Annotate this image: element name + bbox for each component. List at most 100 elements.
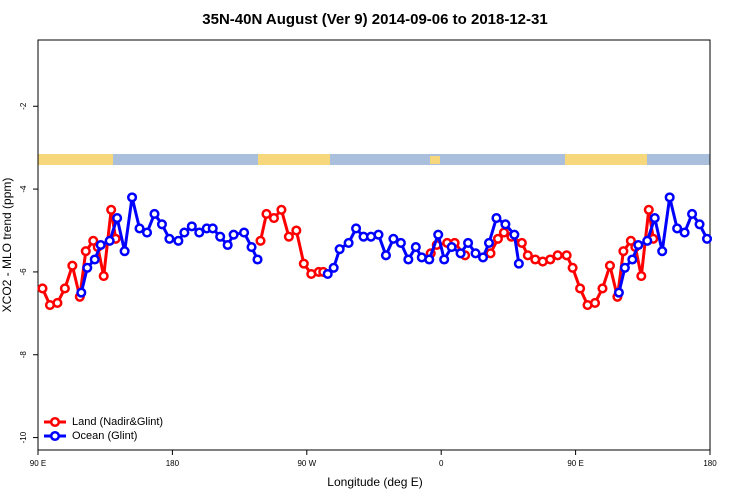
legend-marker: [49, 430, 61, 442]
plot-frame: [37, 39, 711, 451]
series-point: [52, 297, 63, 309]
series-point: [613, 287, 624, 298]
series-point: [701, 233, 713, 244]
x-tick-label: 90 E: [30, 459, 46, 468]
y-tick-label: -6: [19, 268, 28, 276]
series-point: [627, 254, 638, 265]
series-point: [127, 192, 138, 203]
series-point: [500, 219, 511, 230]
y-tick-label: -8: [19, 351, 28, 359]
legend-marker: [49, 416, 61, 428]
series-point: [380, 250, 391, 261]
x-tick-label: 90 E: [567, 459, 583, 468]
series-point: [643, 204, 654, 215]
series-point: [642, 235, 653, 246]
series-point: [433, 229, 444, 240]
series-point: [82, 262, 93, 273]
series-point: [291, 225, 302, 236]
series-point: [255, 235, 266, 246]
series-point: [37, 283, 48, 294]
y-tick-label: -2: [19, 102, 28, 110]
series-point: [268, 213, 279, 224]
series-point: [463, 237, 474, 248]
x-tick-label: 90 W: [297, 459, 316, 468]
y-tick-label: -4: [19, 185, 28, 193]
x-tick-label: 180: [703, 459, 717, 468]
series-point: [403, 254, 414, 265]
y-tick-label: -10: [19, 431, 28, 443]
map-strip: [38, 154, 710, 165]
series-point: [618, 246, 629, 257]
series-point: [664, 192, 675, 203]
series-point: [649, 213, 660, 224]
series-point: [483, 237, 495, 248]
series-point: [215, 231, 226, 242]
series-point: [322, 268, 333, 280]
legend-label: Ocean (Glint): [72, 430, 137, 442]
series-point: [388, 233, 399, 244]
series-point: [149, 208, 160, 219]
series-point: [222, 239, 233, 251]
series-point: [633, 239, 644, 251]
series-point: [80, 246, 91, 257]
series-point: [679, 227, 690, 238]
legend-label: Land (Nadir&Glint): [72, 416, 163, 428]
series-point: [619, 262, 630, 273]
series-point: [575, 283, 586, 294]
y-axis-label: XCO2 - MLO trend (ppm): [0, 178, 14, 313]
series-point: [112, 213, 123, 224]
series-point: [552, 250, 563, 261]
series-point: [239, 227, 250, 238]
series-point: [179, 227, 190, 238]
series-point: [76, 287, 87, 298]
series-point: [67, 260, 78, 271]
series-point: [283, 231, 294, 242]
series-point: [492, 233, 503, 244]
series-point: [134, 223, 145, 234]
series-point: [246, 242, 257, 253]
series-point: [106, 204, 117, 215]
series-point: [276, 204, 287, 215]
x-tick-label: 180: [166, 459, 180, 468]
series-point: [424, 254, 435, 265]
series-point: [104, 235, 115, 246]
series-point: [395, 237, 406, 248]
series-point: [298, 258, 309, 269]
series-point: [509, 229, 520, 240]
series-point: [141, 227, 153, 238]
series-point: [119, 246, 130, 257]
series-point: [589, 297, 601, 309]
series-point: [485, 248, 496, 259]
series-point: [207, 223, 218, 234]
series-point: [477, 252, 489, 263]
series-point: [597, 283, 608, 294]
series-point: [351, 223, 362, 234]
series-point: [522, 250, 533, 261]
series-point: [516, 237, 527, 248]
series-point: [261, 208, 272, 219]
series-point: [567, 262, 578, 273]
series-point: [513, 258, 524, 269]
series-point: [545, 254, 556, 265]
series-point: [98, 271, 109, 282]
series-point: [694, 219, 705, 230]
series-point: [194, 227, 205, 238]
series-point: [561, 250, 572, 261]
series-point: [373, 229, 384, 240]
series-point: [252, 254, 263, 265]
series-point: [59, 283, 70, 294]
series-point: [89, 254, 100, 265]
series-point: [672, 223, 683, 234]
series-point: [439, 254, 450, 265]
series-point: [636, 271, 647, 282]
series-point: [334, 244, 345, 255]
series-point: [328, 262, 339, 273]
series-point: [491, 213, 502, 224]
series-point: [446, 242, 457, 253]
series-point: [164, 233, 175, 244]
series-point: [604, 260, 615, 271]
series-point: [156, 219, 167, 230]
series-point: [228, 229, 239, 240]
series-point: [455, 248, 466, 259]
